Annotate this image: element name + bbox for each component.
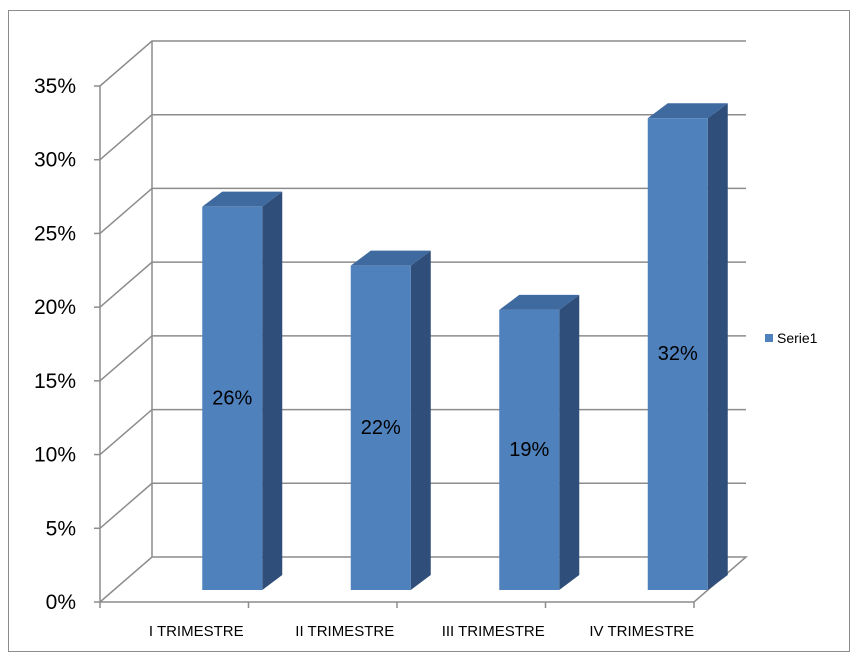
bar (350, 265, 411, 590)
bar-top (350, 250, 431, 266)
chart-walls (99, 41, 749, 603)
floor-outline (99, 556, 749, 603)
category-label: I TRIMESTRE (149, 623, 244, 640)
data-label: 22% (361, 417, 401, 439)
bar-side (262, 191, 283, 590)
data-label: 32% (658, 343, 698, 365)
data-labels: 26% 22% 19% 32% (212, 343, 698, 461)
gridline (99, 261, 746, 308)
x-axis-category-labels: I TRIMESTRE II TRIMESTRE III TRIMESTRE IV T… (149, 623, 694, 640)
bar-top (499, 294, 580, 310)
y-tick-label: 25% (34, 222, 76, 245)
bar-side (707, 103, 728, 590)
y-axis-tick-labels: 0% 5% 10% 15% 20% 25% 30% 35% (34, 75, 76, 614)
y-tick-label: 15% (34, 370, 76, 393)
bars (202, 103, 728, 590)
category-label: II TRIMESTRE (295, 623, 394, 640)
data-label: 19% (509, 439, 549, 461)
bar (202, 206, 263, 590)
bar (499, 309, 560, 590)
bar-top (647, 103, 728, 119)
category-label: III TRIMESTRE (442, 623, 545, 640)
gridline (99, 40, 746, 87)
y-tick-label: 0% (46, 591, 76, 614)
bar-side (410, 250, 431, 590)
y-tick-label: 30% (34, 149, 76, 172)
gridline (99, 113, 746, 161)
legend-swatch (765, 334, 773, 342)
bar-top (202, 191, 283, 207)
y-tick-label: 10% (34, 444, 76, 467)
y-tick-label: 5% (46, 517, 76, 540)
bar (647, 118, 708, 590)
legend: Serie1 (765, 330, 818, 346)
category-label: IV TRIMESTRE (589, 623, 694, 640)
bar-side (559, 294, 580, 590)
legend-label: Serie1 (777, 330, 818, 346)
y-tick-label: 35% (34, 75, 76, 98)
y-tick-label: 20% (34, 296, 76, 319)
data-label: 26% (212, 387, 252, 409)
gridline (99, 187, 746, 234)
